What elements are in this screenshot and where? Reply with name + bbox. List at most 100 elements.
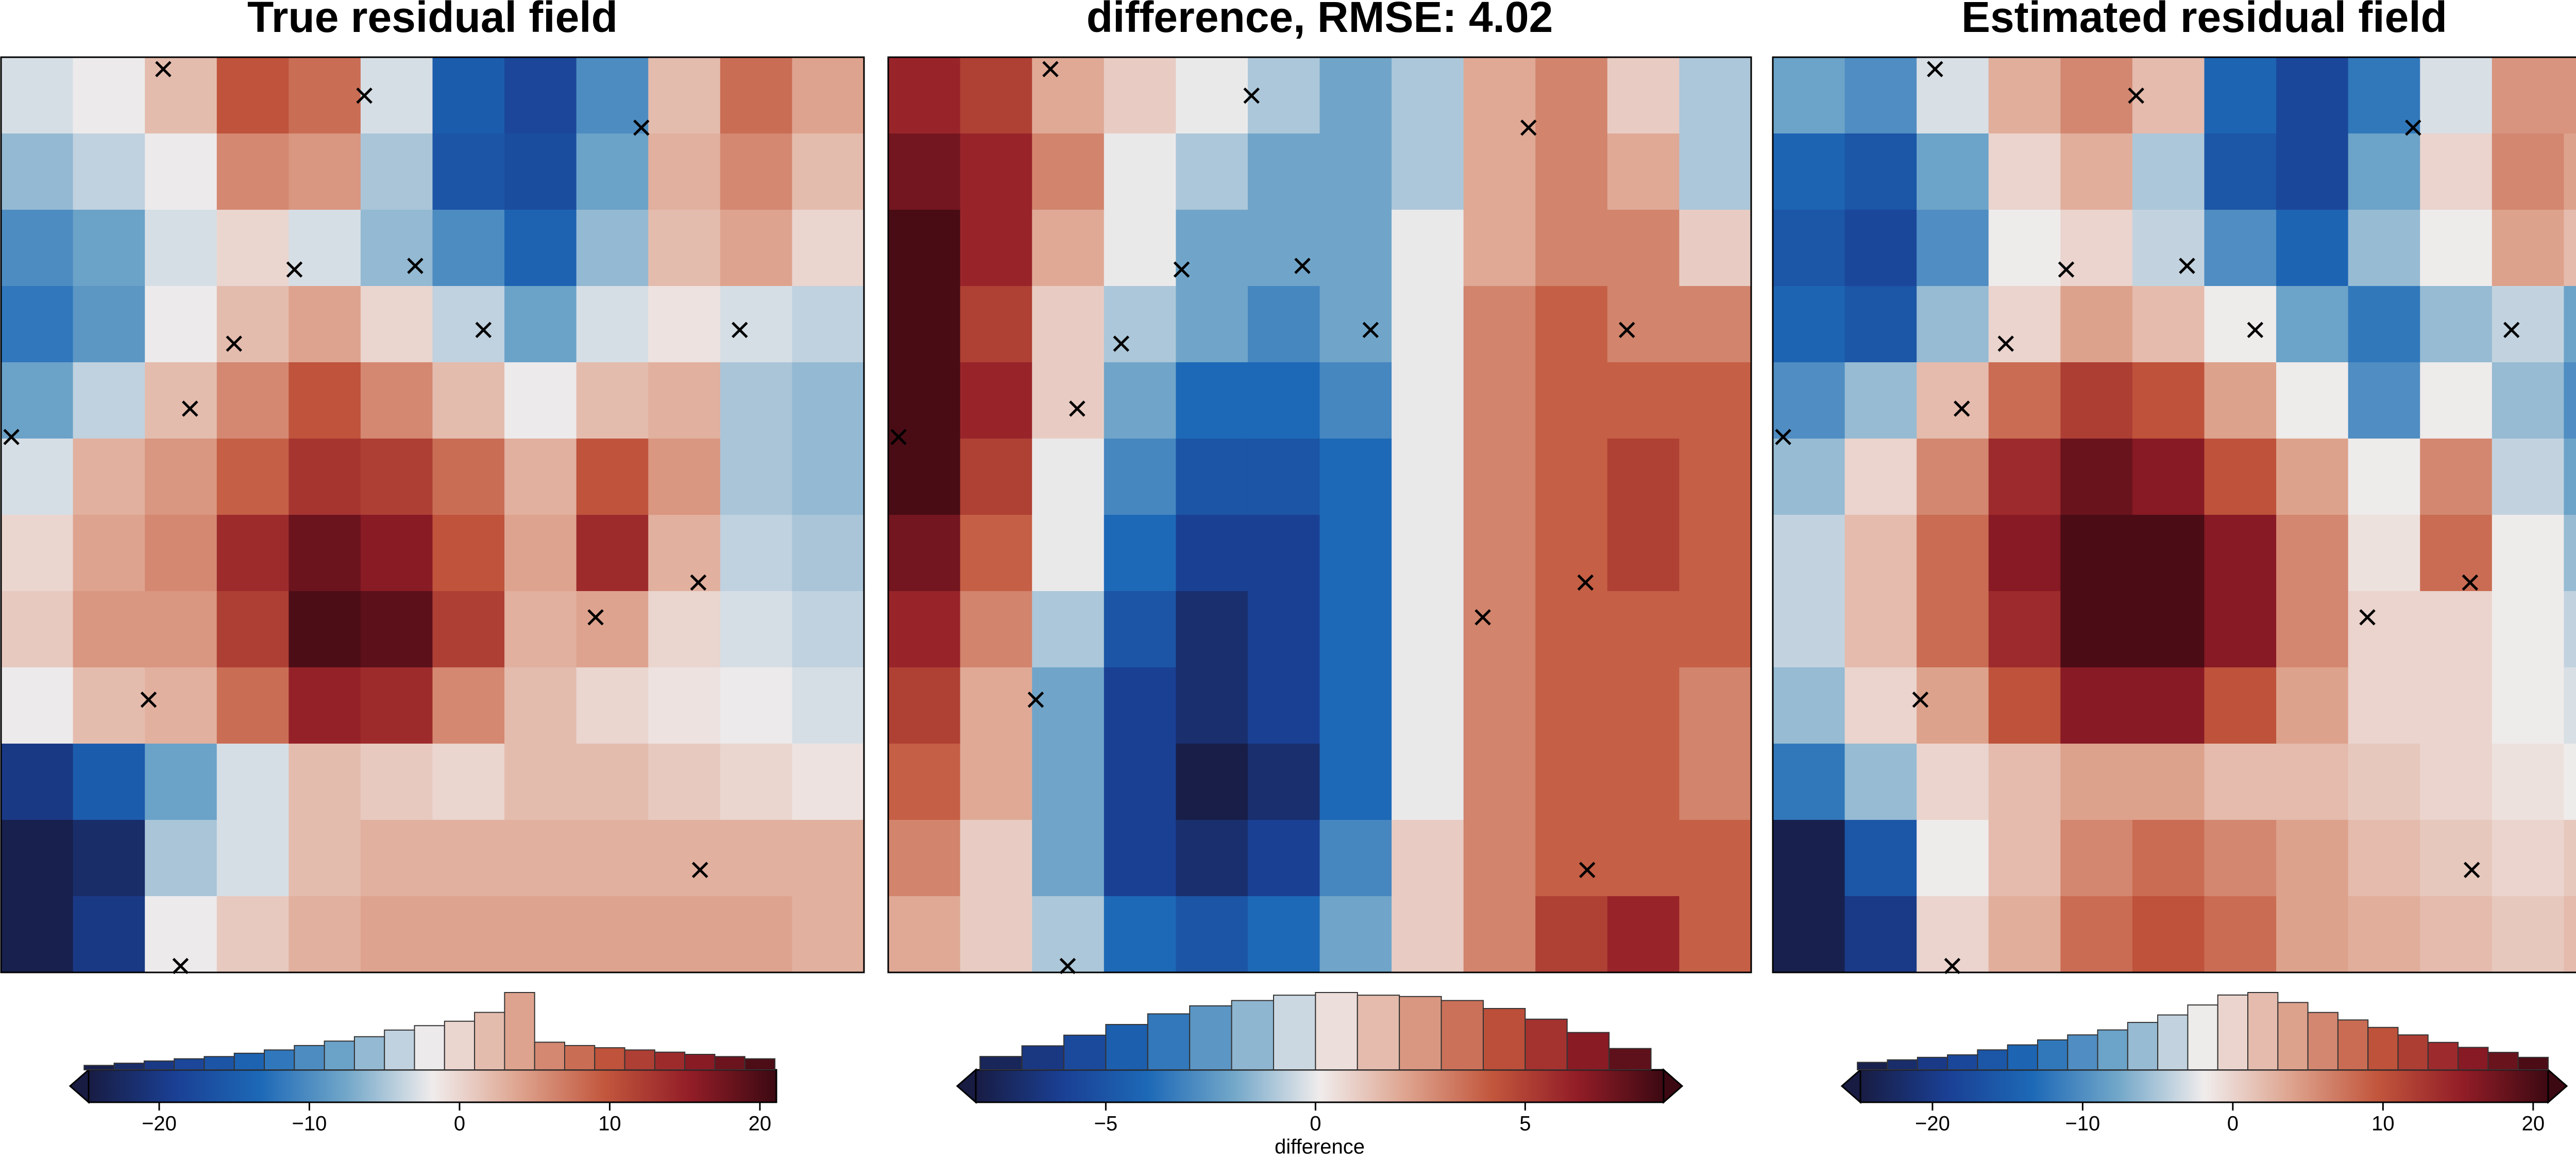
heatmap-cell <box>2420 667 2493 744</box>
heatmap-cell <box>1988 210 2061 287</box>
histogram-bar <box>654 1051 686 1070</box>
heatmap-cell <box>73 744 145 820</box>
heatmap-cell <box>648 57 721 134</box>
heatmap-cell <box>1392 57 1464 134</box>
heatmap-cell <box>1917 820 1989 897</box>
sample-marker <box>2503 322 2520 339</box>
heatmap-cell <box>1032 210 1105 287</box>
heatmap-cell <box>2564 591 2576 668</box>
heatmap-cell <box>2420 896 2493 973</box>
sample-marker <box>1579 862 1596 878</box>
colorbar <box>1859 1069 2549 1103</box>
heatmap-cell <box>2204 667 2277 744</box>
colorbar-extend <box>956 1068 977 1104</box>
heatmap-cell <box>1392 515 1464 592</box>
sample-marker <box>1954 400 1970 417</box>
heatmap-cell <box>504 667 577 744</box>
heatmap-cell <box>145 744 217 820</box>
heatmap-cell <box>1104 744 1176 820</box>
heatmap-cell <box>2276 362 2349 439</box>
heatmap-cell <box>720 133 793 210</box>
heatmap-cell <box>360 133 433 210</box>
heatmap-cell <box>360 667 433 744</box>
sample-marker <box>1944 957 1961 974</box>
heatmap-cell <box>2420 362 2493 439</box>
heatmap-cell <box>1176 744 1248 820</box>
heatmap-cell <box>648 820 721 897</box>
heatmap-cell <box>216 667 289 744</box>
heatmap-cell <box>1 133 74 210</box>
heatmap-cell <box>1844 515 1917 592</box>
heatmap-cell <box>504 57 577 134</box>
heatmap-cell <box>2564 896 2576 973</box>
heatmap-cell <box>1844 133 1917 210</box>
heatmap-cell <box>2276 57 2349 134</box>
sample-marker <box>690 574 707 591</box>
heatmap-cell <box>2564 286 2576 363</box>
heatmap-cell <box>1773 286 1845 363</box>
heatmap-cell <box>432 210 505 287</box>
heatmap-cell <box>2132 57 2205 134</box>
heatmap-cell <box>504 286 577 363</box>
heatmap-cell <box>504 362 577 439</box>
heatmap-cell <box>1988 591 2061 668</box>
heatmap-cell <box>1319 515 1392 592</box>
heatmap-cell <box>1392 667 1464 744</box>
heatmap-cell <box>2060 591 2133 668</box>
sample-marker <box>2247 322 2264 339</box>
heatmap-cell <box>2132 744 2205 820</box>
heatmap-cell <box>1247 515 1320 592</box>
heatmap-cell <box>2492 362 2565 439</box>
heatmap-cell <box>2420 820 2493 897</box>
histogram-bar <box>353 1036 385 1070</box>
sample-marker <box>2405 119 2421 136</box>
panel-frame <box>0 56 865 973</box>
heatmap-cell <box>1104 57 1176 134</box>
histogram-bar <box>979 1056 1023 1071</box>
sample-marker <box>1775 429 1791 445</box>
heatmap-cell <box>2060 57 2133 134</box>
heatmap-cell <box>2132 667 2205 744</box>
heatmap-cell <box>1844 591 1917 668</box>
sample-marker <box>155 61 172 77</box>
heatmap-cell <box>1844 286 1917 363</box>
sample-marker <box>1243 87 1260 104</box>
histogram-bar <box>2517 1056 2549 1070</box>
heatmap-cell <box>1463 896 1536 973</box>
histogram-bar <box>594 1047 625 1070</box>
heatmap-cell <box>648 133 721 210</box>
heatmap-cell <box>1104 133 1176 210</box>
heatmap-cell <box>1679 362 1752 439</box>
heatmap-cell <box>1247 286 1320 363</box>
heatmap-cell <box>2276 286 2349 363</box>
histogram-bar <box>1231 1000 1274 1070</box>
heatmap-cell <box>888 286 961 363</box>
heatmap-cell <box>720 439 793 515</box>
histogram-bar <box>1357 995 1400 1070</box>
heatmap-cell <box>145 515 217 592</box>
histogram-bar <box>2367 1027 2399 1071</box>
heatmap-cell <box>2564 362 2576 439</box>
heatmap-cell <box>1679 286 1752 363</box>
heatmap-cell <box>289 362 361 439</box>
heatmap-cell <box>1104 896 1176 973</box>
heatmap-cell <box>1844 57 1917 134</box>
heatmap-cell <box>289 133 361 210</box>
histogram-bar <box>1147 1013 1191 1070</box>
heatmap-cell <box>2492 439 2565 515</box>
histogram-bar <box>2127 1022 2159 1071</box>
heatmap-cell <box>1032 667 1105 744</box>
heatmap-cell <box>2564 439 2576 515</box>
heatmap-cell <box>2276 439 2349 515</box>
heatmap-cell <box>2492 591 2565 668</box>
histogram-bar <box>714 1056 745 1070</box>
heatmap-cell <box>720 820 793 897</box>
heatmap-cell <box>720 362 793 439</box>
heatmap-cell <box>1 439 74 515</box>
heatmap-cell <box>2276 744 2349 820</box>
heatmap-cell <box>1032 57 1105 134</box>
histogram-bar <box>684 1054 716 1070</box>
heatmap-cell <box>2564 820 2576 897</box>
heatmap-cell <box>576 57 649 134</box>
heatmap-cell <box>2492 820 2565 897</box>
